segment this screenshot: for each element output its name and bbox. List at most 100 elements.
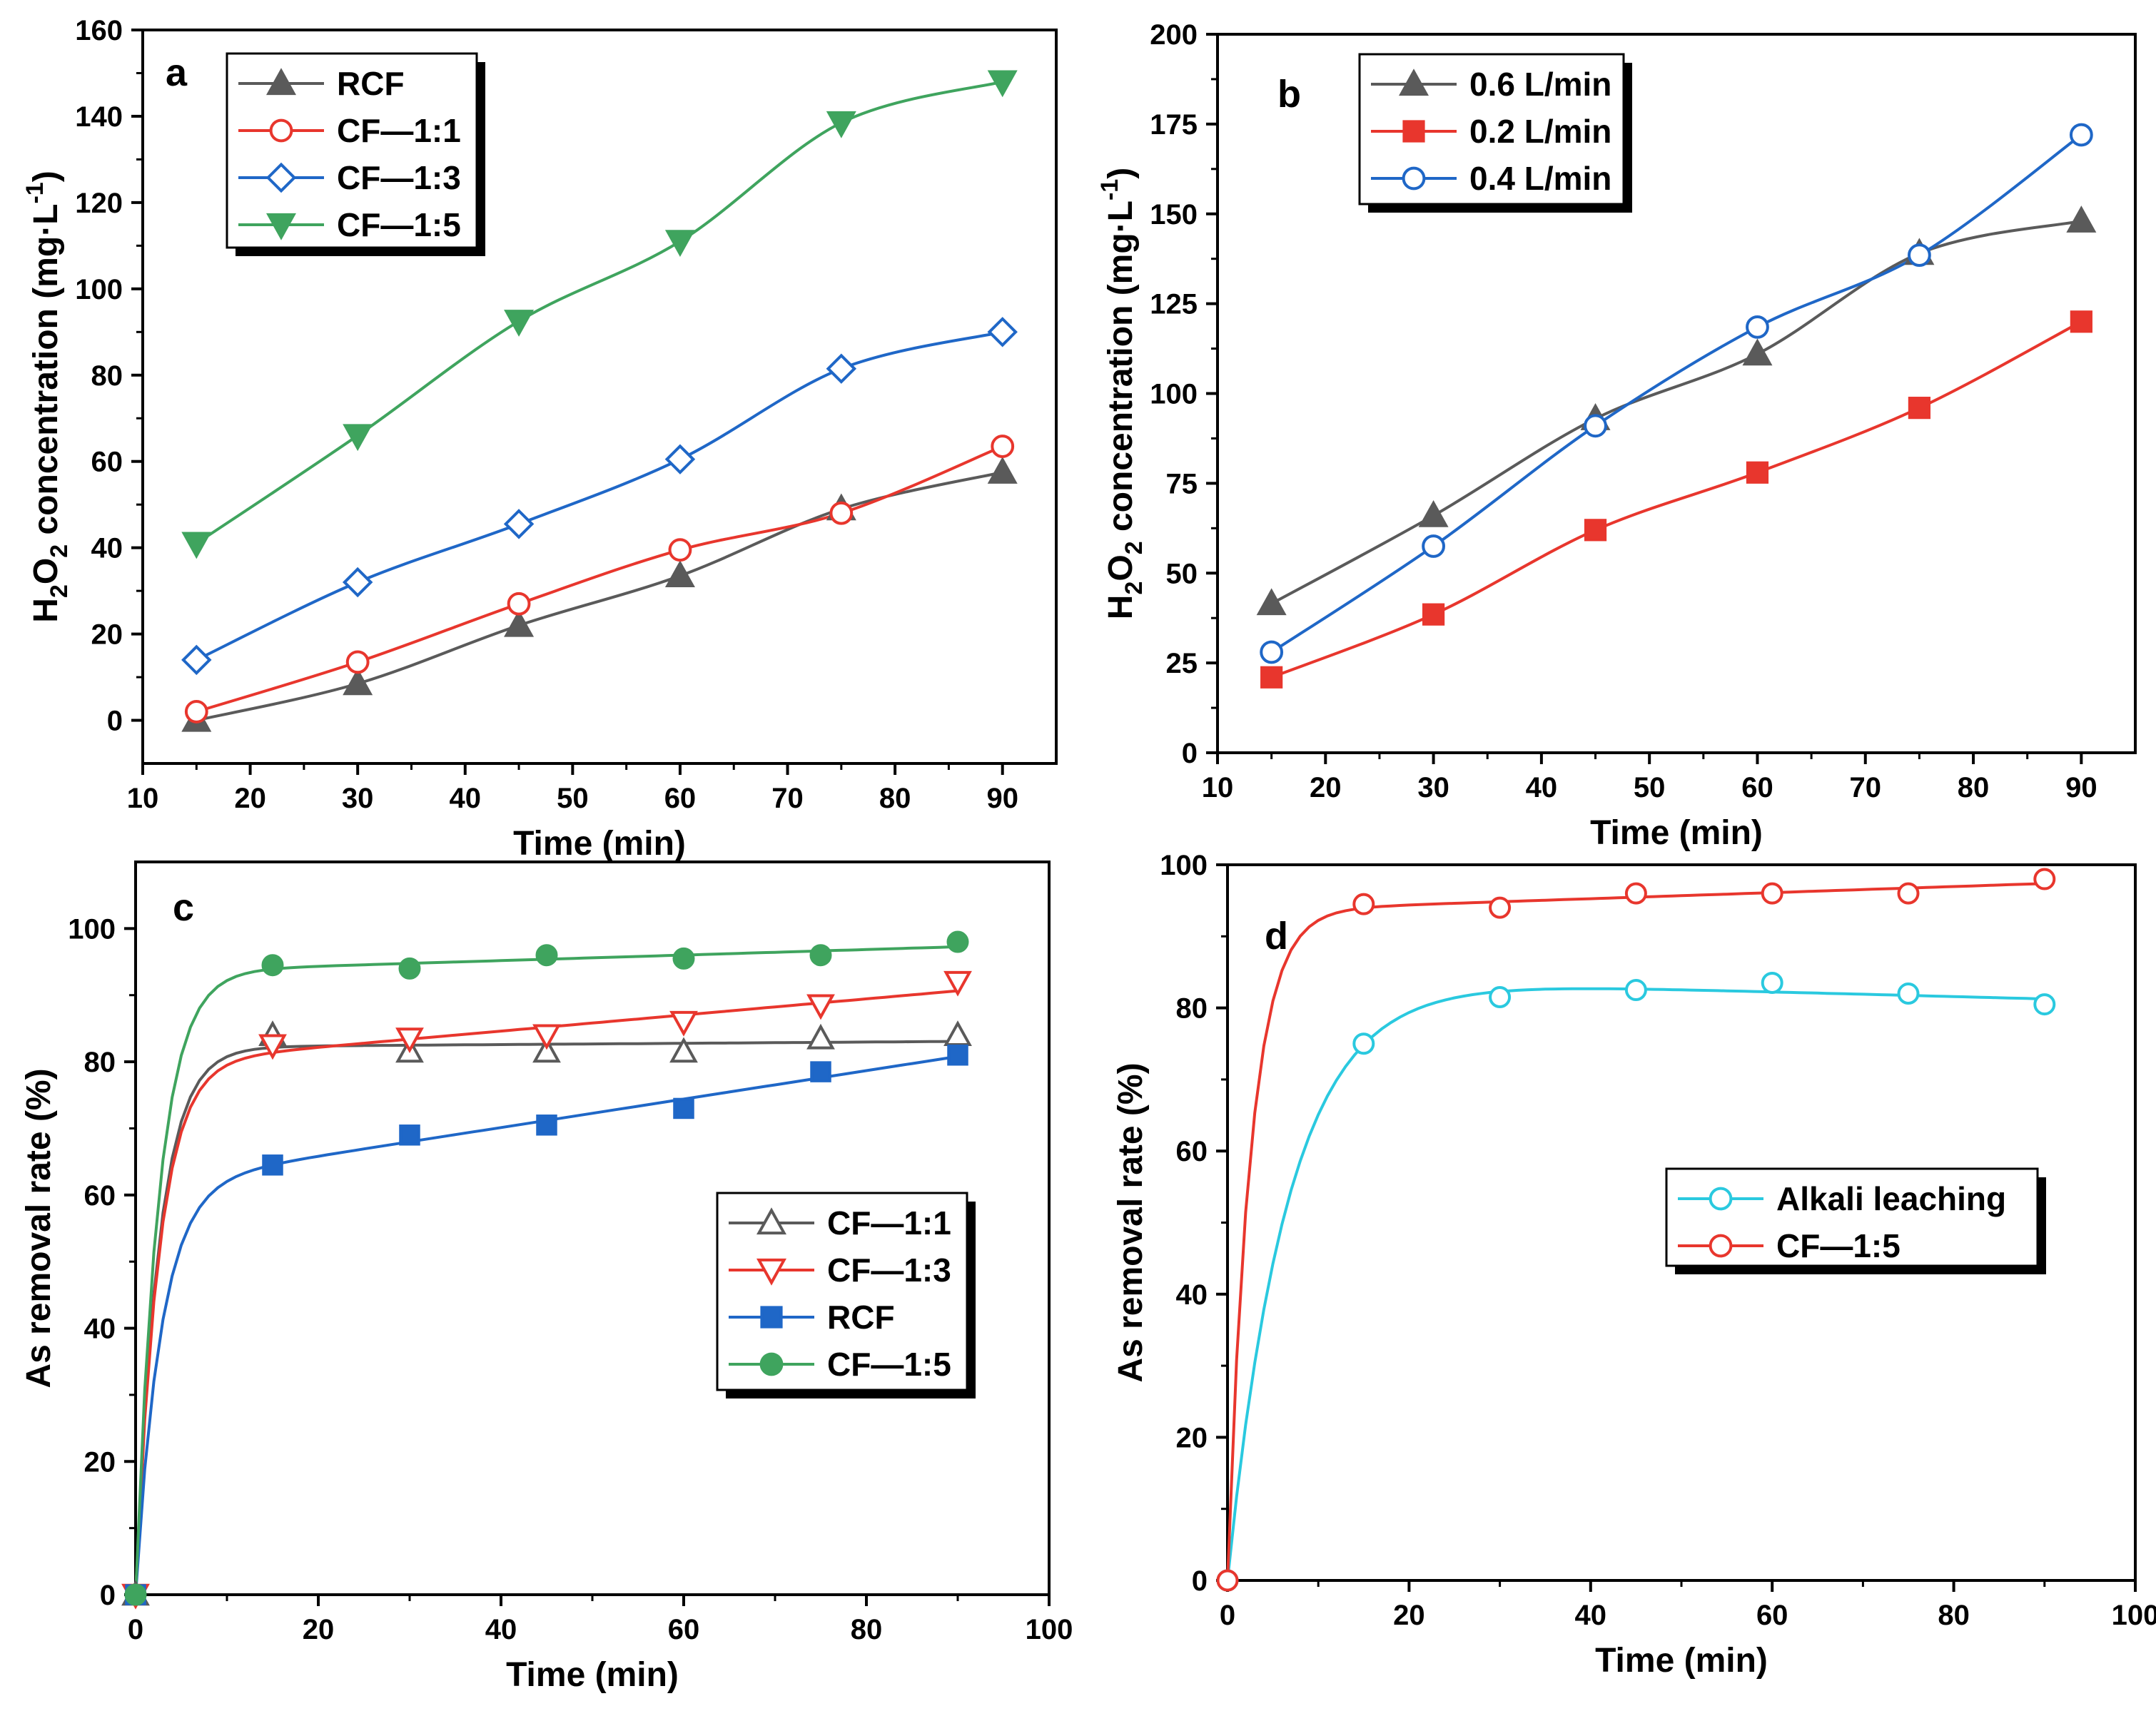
data-point [809, 944, 832, 967]
data-point [1216, 1569, 1239, 1592]
x-axis-label: Time (min) [1595, 1642, 1768, 1680]
legend: 0.6 L/min 0.2 L/min 0.4 L/min [1358, 53, 1632, 213]
legend-marker [266, 213, 296, 240]
data-point [532, 1037, 561, 1063]
x-tick-label: 20 [1310, 772, 1342, 803]
y-tick-label: 120 [75, 188, 123, 219]
y-tick-label: 0 [107, 706, 123, 737]
data-point [1897, 983, 1920, 1005]
data-point [1489, 896, 1512, 919]
data-point [1418, 499, 1449, 527]
legend-marker [266, 68, 296, 96]
y-axis-label-part: ) [1102, 168, 1140, 179]
y-tick-label: 100 [1150, 379, 1198, 410]
x-tick-label: 40 [1526, 772, 1558, 803]
data-point [1489, 986, 1512, 1009]
legend-marker [1402, 166, 1426, 191]
legend-entry: CF—1:5 [827, 1346, 951, 1383]
data-point [664, 230, 695, 258]
data-point [1422, 603, 1445, 626]
y-axis-label-part: H [27, 598, 65, 623]
legend-marker [269, 118, 293, 143]
data-point [673, 1097, 694, 1120]
legend-entry: CF—1:3 [827, 1252, 951, 1289]
y-tick-label: 80 [1176, 993, 1208, 1025]
series-line-3 [196, 80, 1003, 545]
data-point [1256, 588, 1287, 616]
chart-panel-b: 10 20 30 40 50 60 70 80 90 0 25 50 75 100 125 150 175 200… [1096, 19, 2137, 852]
data-point [181, 532, 212, 559]
data-point [399, 1124, 420, 1146]
data-point [2070, 310, 2092, 333]
data-point [943, 1020, 972, 1046]
y-tick-label: 0 [1182, 738, 1198, 769]
legend-marker [1399, 68, 1429, 96]
y-axis-label: H2O2 concentration (mg·L-1) [1096, 168, 1148, 619]
y-tick-label: 175 [1150, 109, 1198, 141]
legend-marker [760, 1306, 783, 1329]
legend-marker [756, 1258, 786, 1286]
data-point [946, 930, 969, 953]
data-point [1584, 519, 1607, 542]
data-point [1897, 882, 1920, 905]
data-point [184, 700, 208, 724]
legend-entry: CF—1:1 [337, 112, 461, 149]
y-tick-label: 20 [91, 619, 123, 651]
y-axis-label-part: -1 [21, 182, 49, 203]
y-tick-label: 40 [91, 533, 123, 564]
legend-entry: CF—1:1 [827, 1204, 951, 1242]
data-point [504, 609, 535, 637]
x-tick-label: 30 [1417, 772, 1449, 803]
data-point [664, 560, 695, 588]
data-point [124, 1583, 147, 1606]
y-axis-label: As removal rate (%) [20, 1068, 58, 1388]
data-point [1584, 414, 1607, 438]
data-point [1908, 397, 1931, 420]
plot-frame [141, 29, 1058, 765]
data-point [806, 1023, 835, 1050]
x-tick-label: 40 [485, 1614, 517, 1645]
y-tick-label: 40 [1176, 1279, 1208, 1311]
y-tick-label: 80 [84, 1047, 116, 1078]
data-point [806, 994, 835, 1020]
legend-entry: RCF [827, 1299, 895, 1336]
legend-marker [756, 1207, 786, 1235]
series-line-0 [196, 470, 1003, 722]
x-tick-label: 50 [1634, 772, 1666, 803]
x-tick-label: 80 [1938, 1600, 1970, 1631]
data-point [1352, 1032, 1375, 1055]
data-point [1260, 666, 1283, 689]
y-tick-label: 100 [1160, 850, 1208, 881]
data-point [1742, 338, 1773, 366]
series-line-2 [1270, 133, 2082, 654]
data-point [532, 1024, 561, 1050]
legend-entry: Alkali leaching [1776, 1180, 2006, 1217]
series-group [1216, 868, 2056, 1592]
data-point [991, 435, 1015, 458]
y-tick-label: 40 [84, 1314, 116, 1345]
series-line-0 [1226, 987, 2045, 1581]
y-axis-label-part: O [27, 558, 65, 584]
data-point [181, 644, 212, 676]
data-point [343, 668, 373, 696]
x-axis-label: Time (min) [1590, 814, 1763, 852]
legend-box [226, 52, 478, 249]
data-point [507, 592, 531, 616]
data-point [810, 1061, 831, 1082]
series-group [181, 70, 1018, 732]
y-tick-label: 160 [75, 15, 123, 46]
y-axis-label-part: 2 [1120, 541, 1148, 554]
data-point [987, 70, 1018, 98]
x-tick-label: 60 [668, 1614, 700, 1645]
legend-marker [265, 162, 297, 193]
data-point [1761, 971, 1783, 994]
y-tick-label: 0 [100, 1580, 116, 1611]
legend-marker [1709, 1187, 1733, 1211]
x-tick-label: 60 [664, 783, 697, 814]
legend-marker [1709, 1234, 1733, 1258]
y-tick-label: 60 [91, 447, 123, 478]
x-tick-label: 90 [986, 783, 1018, 814]
panel-letter: b [1277, 73, 1301, 116]
x-tick-label: 70 [1850, 772, 1882, 803]
data-point [947, 1045, 968, 1066]
